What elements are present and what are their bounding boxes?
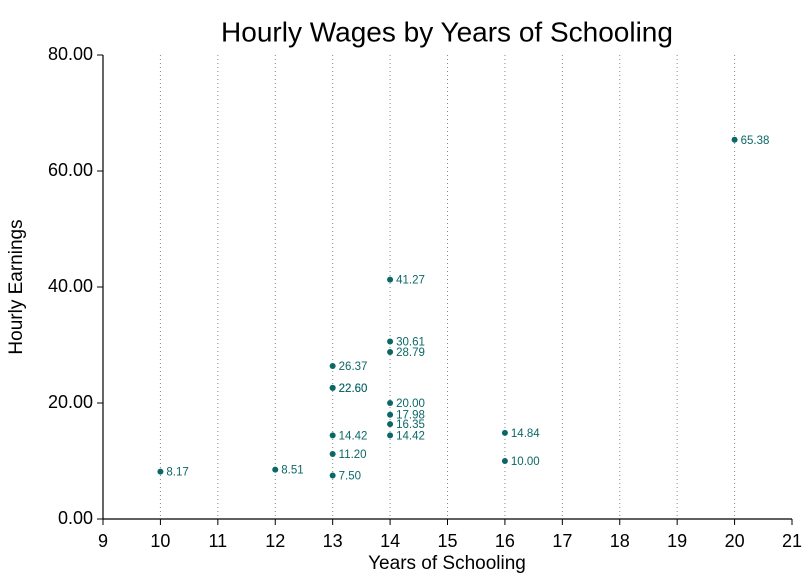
point xyxy=(387,276,394,283)
point xyxy=(387,338,394,345)
x-tick-label: 16 xyxy=(495,531,515,551)
y-tick-label: 20.00 xyxy=(48,392,93,412)
x-tick-label: 17 xyxy=(552,531,572,551)
data-label: 65.38 xyxy=(741,135,770,147)
point xyxy=(387,432,394,439)
x-tick-label: 12 xyxy=(265,531,285,551)
point xyxy=(329,451,336,458)
x-tick-label: 9 xyxy=(98,531,108,551)
data-label: 22.60 xyxy=(339,383,368,395)
data-label: 17.98 xyxy=(396,410,425,422)
x-tick-label: 18 xyxy=(610,531,630,551)
point xyxy=(329,472,336,479)
x-tick-label: 11 xyxy=(208,531,227,551)
y-axis-label: Hourly Earnings xyxy=(6,219,27,354)
y-tick-label: 60.00 xyxy=(48,160,93,180)
x-tick-label: 21 xyxy=(782,531,802,551)
data-label: 10.00 xyxy=(511,456,540,468)
point xyxy=(387,400,394,406)
point xyxy=(501,458,508,464)
data-label: 28.79 xyxy=(396,347,425,359)
data-label: 41.27 xyxy=(396,275,425,287)
chart-title: Hourly Wages by Years of Schooling xyxy=(221,16,673,47)
point xyxy=(387,421,394,428)
x-tick-label: 15 xyxy=(437,531,457,551)
x-axis-label: Years of Schooling xyxy=(368,553,526,574)
point xyxy=(387,349,394,356)
x-tick-label: 19 xyxy=(667,531,687,551)
data-label: 7.50 xyxy=(339,471,361,483)
data-label: 26.37 xyxy=(339,361,368,373)
point xyxy=(157,468,164,475)
data-label: 11.20 xyxy=(339,449,367,461)
data-label: 20.00 xyxy=(396,398,425,410)
y-tick-label: 40.00 xyxy=(48,276,93,296)
data-label: 14.84 xyxy=(511,428,540,440)
data-label: 16.35 xyxy=(396,419,425,431)
point xyxy=(272,466,279,473)
point xyxy=(329,363,336,370)
data-label: 8.17 xyxy=(166,467,188,479)
point xyxy=(387,411,394,418)
x-tick-label: 20 xyxy=(725,531,745,551)
point xyxy=(329,432,336,439)
point xyxy=(501,429,508,436)
data-label: 14.42 xyxy=(339,430,368,442)
x-tick-label: 14 xyxy=(380,531,400,551)
y-tick-label: 80.00 xyxy=(48,44,93,64)
x-tick-label: 13 xyxy=(323,531,343,551)
data-label: 14.42 xyxy=(396,430,425,442)
x-tick-label: 10 xyxy=(150,531,170,551)
point xyxy=(329,384,336,391)
data-label: 30.61 xyxy=(396,336,425,348)
data-label: 22.60 xyxy=(339,383,368,395)
point xyxy=(731,136,738,143)
y-tick-label: 0.00 xyxy=(58,508,93,528)
data-label: 8.51 xyxy=(281,465,303,477)
